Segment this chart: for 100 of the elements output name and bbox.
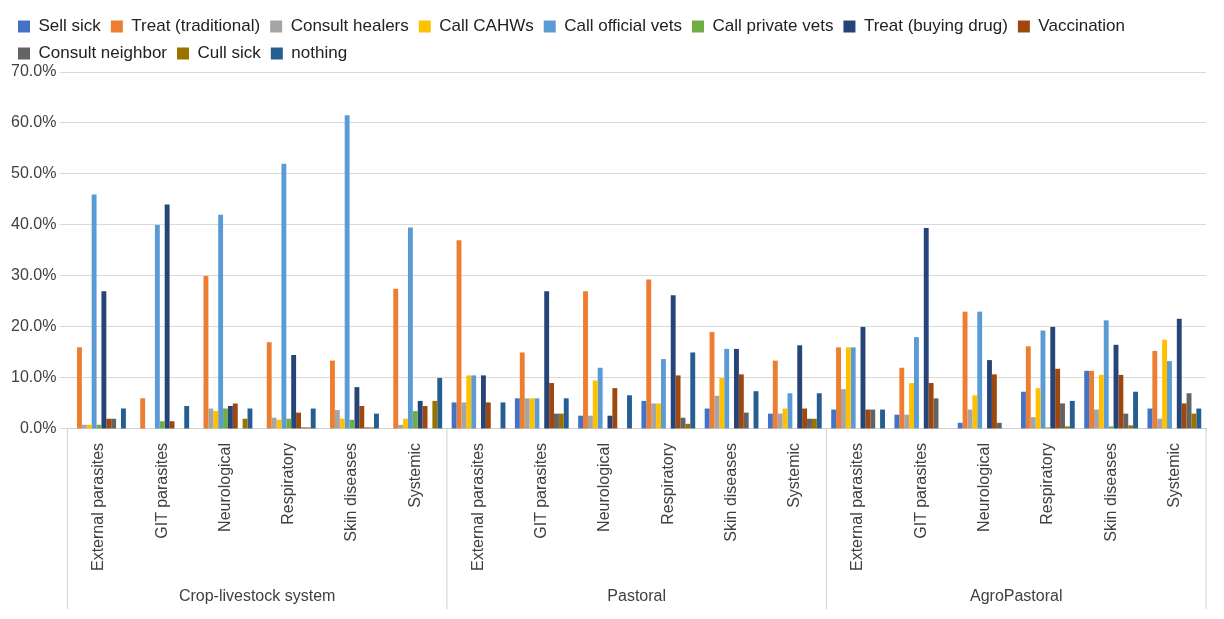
bar — [627, 395, 632, 429]
bar — [685, 423, 691, 429]
x-tick-label: Skin diseases — [1101, 442, 1119, 542]
bar — [704, 408, 710, 429]
bar — [1098, 374, 1104, 429]
bar — [840, 389, 846, 429]
bar — [811, 418, 817, 429]
bar — [646, 279, 652, 429]
bar — [656, 403, 661, 429]
bar — [777, 413, 783, 429]
x-tick-label: Systemic — [1164, 442, 1182, 508]
bar — [1157, 418, 1163, 429]
legend-label: nothing — [291, 43, 348, 63]
bar — [1162, 339, 1168, 429]
bar — [374, 413, 379, 429]
bar — [870, 409, 876, 429]
bar — [607, 415, 613, 429]
bar — [471, 375, 477, 429]
bar — [422, 405, 428, 429]
bar — [461, 402, 467, 429]
bar — [1181, 403, 1187, 429]
bar — [612, 388, 618, 429]
bar — [344, 115, 350, 429]
bar — [880, 409, 885, 429]
bar — [266, 342, 272, 429]
bar — [1060, 403, 1065, 429]
x-tick-label: Neurological — [975, 442, 993, 532]
bar — [743, 412, 749, 429]
legend-label: Call private vets — [712, 16, 834, 36]
bar — [738, 374, 744, 429]
bar — [1069, 400, 1075, 429]
bar — [1030, 417, 1036, 429]
legend-label: Sell sick — [38, 16, 102, 36]
bar — [91, 194, 97, 429]
bar — [1103, 320, 1109, 429]
bar — [772, 360, 778, 429]
bar — [1094, 409, 1099, 429]
bar — [359, 405, 365, 429]
bar — [296, 412, 301, 429]
bar — [802, 408, 808, 429]
bar — [957, 422, 963, 429]
bar — [101, 291, 107, 429]
bar — [334, 410, 340, 429]
bar — [466, 375, 472, 429]
y-tick-label: 10.0% — [10, 368, 57, 386]
text: Pastoral — [607, 587, 667, 605]
bar — [223, 408, 228, 429]
legend-label: Consult healers — [290, 16, 409, 36]
bar — [787, 393, 793, 429]
bar — [106, 418, 112, 429]
bar — [271, 417, 277, 429]
bar — [578, 415, 584, 429]
bar — [1133, 391, 1138, 429]
x-tick-label: GIT parasites — [152, 442, 170, 539]
x-tick-label: External parasites — [89, 442, 107, 571]
bar — [407, 227, 413, 429]
bar — [393, 288, 399, 429]
bar — [1084, 370, 1090, 429]
y-tick-label: 40.0% — [10, 215, 57, 233]
bar — [354, 387, 360, 429]
bar — [597, 367, 603, 429]
bar — [1176, 318, 1182, 429]
bar — [554, 413, 559, 429]
bar — [977, 311, 983, 429]
bar — [807, 418, 812, 429]
bar — [437, 377, 443, 429]
bar — [281, 163, 287, 429]
bar — [154, 224, 160, 429]
bar — [1050, 326, 1056, 429]
bar — [592, 380, 598, 429]
bar — [1152, 350, 1158, 429]
bar — [690, 352, 696, 429]
bar — [480, 375, 486, 429]
bar — [1035, 388, 1041, 429]
bar — [159, 421, 165, 429]
text: Crop-livestock system — [178, 587, 336, 605]
bar — [850, 347, 856, 429]
bar — [1147, 408, 1153, 429]
bar — [904, 414, 910, 429]
bar — [218, 214, 224, 429]
bar — [587, 415, 593, 429]
y-tick-label: 50.0% — [10, 164, 57, 182]
bar — [675, 375, 681, 429]
bar — [996, 422, 1002, 429]
bar — [972, 395, 978, 429]
y-tick-label: 60.0% — [10, 113, 57, 131]
legend-label: Treat (traditional) — [131, 16, 261, 36]
x-tick-label: Systemic — [405, 442, 423, 508]
text: AgroPastoral — [969, 587, 1063, 605]
bar — [164, 204, 170, 429]
x-tick-label: GIT parasites — [911, 442, 929, 539]
x-tick-label: Respiratory — [658, 442, 676, 525]
bar — [583, 291, 588, 429]
legend-label: Call CAHWs — [439, 16, 534, 36]
bar — [894, 414, 900, 429]
bar — [714, 395, 720, 429]
x-tick-label: Skin diseases — [721, 442, 739, 542]
legend-label: Cull sick — [197, 43, 262, 63]
bar — [1055, 368, 1061, 429]
bar — [923, 228, 929, 429]
